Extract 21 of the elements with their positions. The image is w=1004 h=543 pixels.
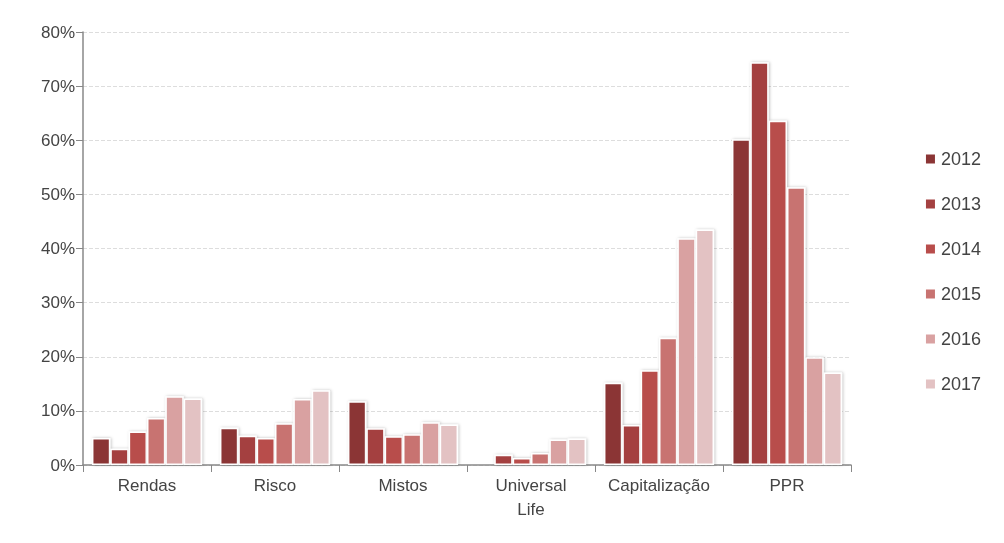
x-tick-label: Rendas <box>117 475 177 495</box>
x-tick-label: Universal Life <box>495 475 567 519</box>
y-tick-label: 0% <box>50 455 75 475</box>
y-tick-label: 30% <box>40 293 75 313</box>
legend-label: 2014 <box>940 239 981 259</box>
y-tick-label: 60% <box>40 130 75 150</box>
y-tick-label: 40% <box>40 239 75 258</box>
legend-label: 2012 <box>940 149 981 169</box>
legend-label: 2017 <box>940 374 981 394</box>
y-tick-label: 50% <box>40 184 75 204</box>
x-tick-label: Risco <box>253 475 297 495</box>
y-tick-label: 80% <box>40 22 75 42</box>
legend-label: 2015 <box>940 284 981 304</box>
x-tick-label: Mistos <box>378 475 428 495</box>
y-tick-label: 70% <box>40 76 75 96</box>
x-tick-label: Capitalização <box>607 475 711 495</box>
y-tick-label: 10% <box>40 401 75 421</box>
legend-label: 2016 <box>940 329 981 349</box>
y-tick-label: 20% <box>40 347 75 367</box>
x-tick-label: PPR <box>769 475 805 495</box>
legend-label: 2013 <box>940 194 981 214</box>
